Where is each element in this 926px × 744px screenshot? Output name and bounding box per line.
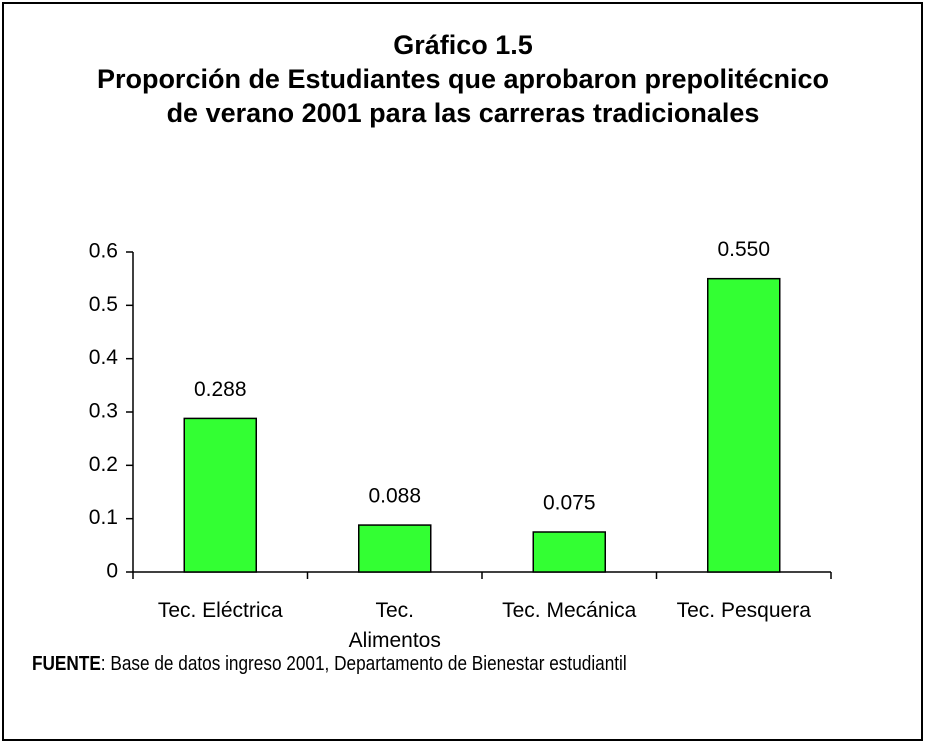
- x-tick-label: Tec. Mecánica: [502, 599, 637, 622]
- value-label: 0.075: [543, 492, 596, 515]
- value-label: 0.550: [717, 238, 770, 261]
- source-label: FUENTE: [32, 653, 101, 675]
- x-tick-label: Tec. Alimentos: [348, 599, 441, 652]
- bar: [707, 277, 781, 573]
- bar: [183, 417, 257, 573]
- x-tick-label: Tec. Pesquera: [676, 599, 811, 622]
- source-note: FUENTE: Base de datos ingreso 2001, Depa…: [32, 653, 627, 676]
- x-tick-label: Tec. Eléctrica: [157, 599, 283, 622]
- source-text: : Base de datos ingreso 2001, Departamen…: [100, 653, 627, 675]
- value-label: 0.088: [368, 485, 421, 508]
- chart-title: Gráfico 1.5: [393, 30, 533, 60]
- y-tick-label: 0.1: [89, 506, 118, 529]
- bar: [358, 524, 432, 573]
- y-tick-label: 0.2: [89, 453, 118, 476]
- y-tick-label: 0.6: [89, 240, 118, 263]
- y-tick-label: 0: [106, 560, 118, 583]
- chart-subtitle: Proporción de Estudiantes que aprobaron …: [96, 64, 830, 128]
- value-label: 0.288: [194, 378, 247, 401]
- bar: [532, 531, 606, 573]
- y-tick-label: 0.3: [89, 400, 118, 423]
- y-tick-label: 0.4: [89, 346, 119, 369]
- y-tick-label: 0.5: [89, 293, 118, 316]
